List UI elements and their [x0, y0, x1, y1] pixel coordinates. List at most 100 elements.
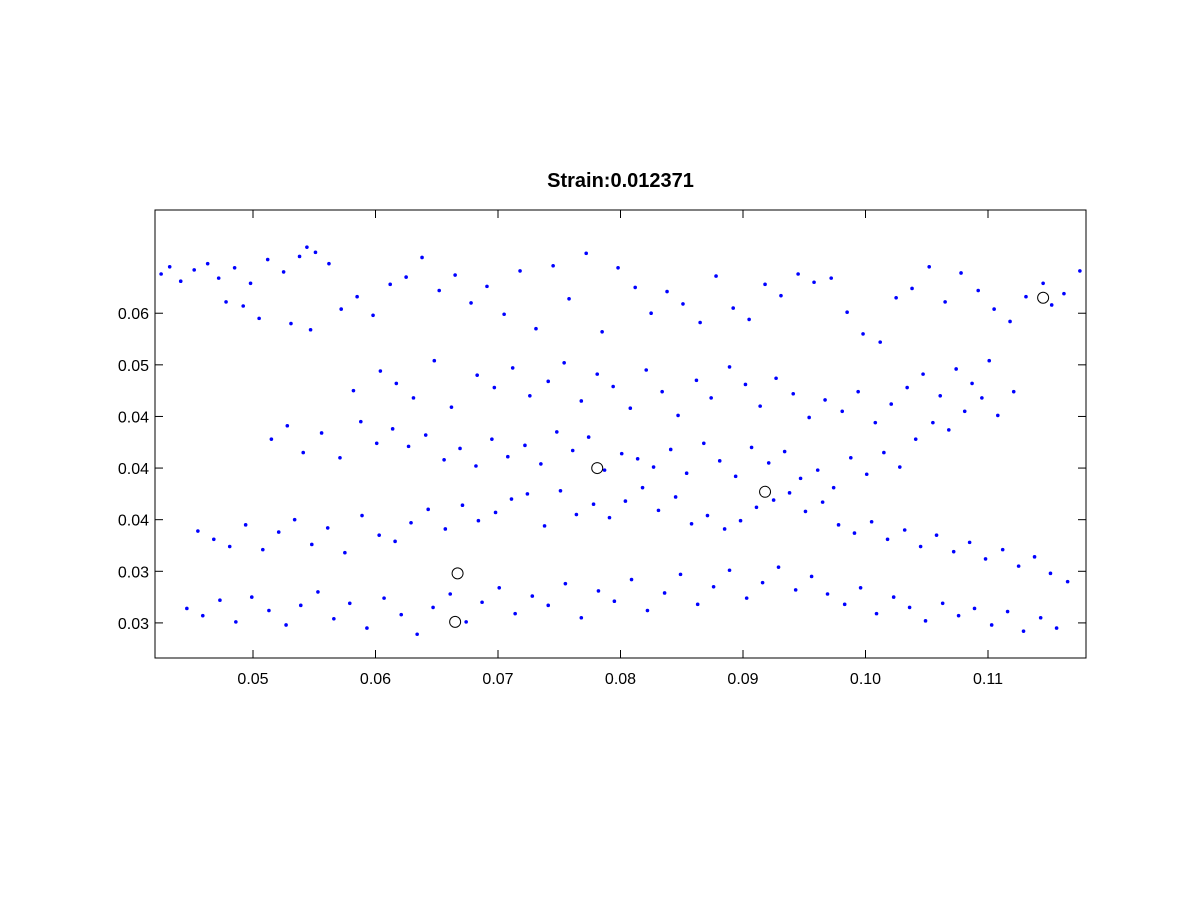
data-point [676, 413, 680, 418]
data-point [249, 595, 254, 599]
data-point [864, 472, 869, 477]
data-point [600, 330, 604, 334]
data-point [475, 373, 479, 377]
data-point [695, 602, 700, 607]
data-point [196, 529, 200, 533]
data-point [216, 276, 221, 280]
data-point [443, 527, 448, 531]
data-point [1062, 291, 1066, 296]
data-point [910, 286, 914, 291]
data-point [525, 492, 530, 496]
data-point [390, 427, 395, 431]
y-tick-label: 0.04 [118, 461, 149, 478]
data-point [633, 285, 637, 290]
data-point [509, 497, 514, 501]
data-point [727, 365, 732, 369]
data-point [645, 608, 650, 613]
data-point [584, 251, 588, 256]
data-point [404, 275, 408, 279]
data-point [355, 294, 359, 299]
data-point [506, 454, 510, 459]
data-point [351, 388, 356, 393]
data-point [192, 268, 196, 272]
chart-title: Strain:0.012371 [547, 170, 694, 192]
data-point [458, 446, 462, 451]
data-point [996, 413, 1000, 418]
data-point [432, 358, 437, 363]
data-point [200, 613, 205, 618]
data-point [269, 437, 274, 441]
data-point [656, 508, 661, 513]
data-point [698, 320, 702, 325]
data-point [678, 572, 683, 577]
data-point [261, 547, 265, 552]
data-point [689, 522, 694, 526]
data-point [426, 507, 430, 512]
data-point [292, 517, 297, 522]
data-point [289, 321, 293, 326]
data-point [227, 544, 232, 549]
data-point [305, 245, 309, 249]
data-point [359, 419, 363, 424]
data-point [437, 288, 442, 293]
data-point [907, 605, 912, 610]
data-point [415, 632, 419, 637]
data-point [829, 276, 833, 280]
data-point [665, 289, 669, 294]
data-point [1016, 564, 1021, 568]
data-point [596, 589, 601, 593]
data-point [681, 302, 685, 306]
data-point [902, 528, 907, 532]
data-point [882, 450, 886, 455]
data-point [411, 396, 416, 400]
data-point [684, 471, 689, 476]
data-point [551, 263, 555, 268]
data-point [694, 378, 699, 383]
data-point [820, 500, 825, 504]
data-point [497, 586, 502, 590]
y-tick-label: 0.04 [118, 409, 149, 426]
data-point [523, 443, 527, 448]
data-points [159, 245, 1082, 637]
data-point [159, 272, 163, 276]
data-point [874, 611, 879, 616]
data-point [502, 312, 506, 317]
data-point [602, 468, 607, 472]
data-point [807, 415, 811, 420]
data-point [243, 523, 248, 527]
data-point [285, 423, 290, 428]
x-tick-label: 0.11 [973, 671, 1003, 688]
data-point [480, 600, 484, 605]
data-point [787, 491, 792, 495]
data-point [301, 450, 306, 455]
data-point [967, 540, 972, 545]
y-tick-label: 0.06 [118, 306, 149, 323]
data-point [232, 266, 237, 270]
data-point [546, 379, 551, 384]
data-point [316, 590, 320, 594]
data-point [310, 542, 314, 547]
data-point [591, 502, 596, 506]
data-point [738, 518, 743, 523]
data-point [962, 409, 967, 414]
data-point [1038, 615, 1043, 620]
data-point [803, 509, 808, 514]
data-point [420, 255, 424, 260]
data-point [623, 499, 628, 503]
data-point [891, 595, 896, 599]
data-point [731, 306, 735, 310]
data-point [388, 282, 393, 287]
data-point [178, 279, 183, 284]
data-point [378, 369, 383, 373]
data-point [774, 376, 778, 381]
y-tick-label: 0.03 [118, 616, 149, 633]
data-point [885, 537, 890, 542]
data-point [1078, 269, 1082, 273]
y-tick-label: 0.05 [118, 358, 149, 375]
data-point [338, 455, 342, 460]
data-point [714, 274, 718, 278]
data-point [490, 437, 494, 441]
data-point [934, 533, 939, 537]
data-point [234, 620, 238, 624]
data-point [842, 602, 847, 607]
